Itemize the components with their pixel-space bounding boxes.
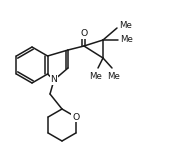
Text: Me: Me — [90, 72, 102, 81]
Text: Me: Me — [108, 72, 120, 81]
Text: Me: Me — [120, 36, 133, 45]
Text: Me: Me — [119, 21, 132, 30]
Text: O: O — [72, 112, 79, 122]
Text: N: N — [50, 75, 57, 84]
Text: O: O — [80, 28, 88, 38]
